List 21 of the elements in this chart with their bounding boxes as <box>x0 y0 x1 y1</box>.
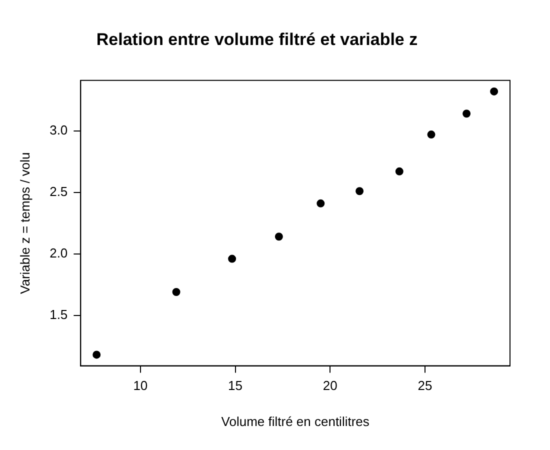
chart-title: Relation entre volume filtré et variable z <box>96 30 418 49</box>
point <box>462 110 471 118</box>
y-tick-label: 2.0 <box>50 245 68 260</box>
y-tick-label: 1.5 <box>50 306 68 322</box>
point <box>356 187 364 196</box>
point <box>395 167 404 176</box>
point <box>172 288 180 296</box>
y-axis-title: Variable z = temps / volu <box>17 152 32 294</box>
y-tick-label: 2.5 <box>50 184 68 199</box>
point <box>316 199 325 208</box>
point <box>427 130 436 139</box>
point <box>92 350 101 359</box>
x-axis-title: Volume filtré en centilitres <box>221 414 370 429</box>
point <box>490 87 498 96</box>
x-tick-label: 25 <box>418 378 432 394</box>
point <box>274 232 283 241</box>
x-tick-label: 15 <box>228 378 243 394</box>
x-tick-label: 10 <box>133 378 148 394</box>
x-tick-label: 20 <box>322 378 338 394</box>
point <box>228 254 236 263</box>
y-tick-label: 3.0 <box>50 122 68 138</box>
